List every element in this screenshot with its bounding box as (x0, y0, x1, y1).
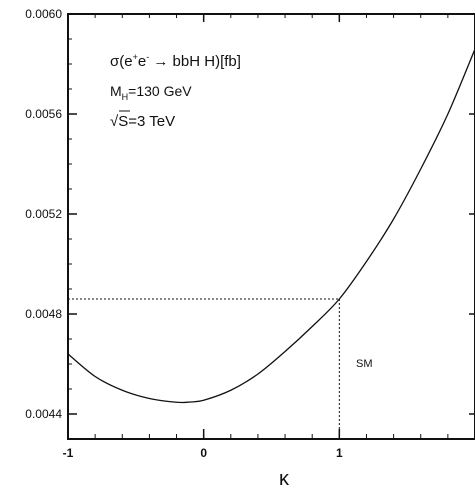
process-annotation: σ(e+e- → bbH H)[fb] (110, 52, 241, 70)
series-line (67, 48, 475, 404)
mass-annotation: MH=130 GeV (110, 83, 192, 102)
plot-frame (67, 13, 475, 440)
sm-label: SM (356, 358, 373, 370)
x-axis: -1 0 1 (63, 14, 475, 460)
x-axis-label: κ (279, 468, 290, 490)
y-axis: 0.0044 0.0048 0.0052 0.0056 0.0060 (25, 7, 475, 440)
y-tick-label: 0.0044 (25, 407, 62, 421)
x-tick-label: 0 (200, 446, 207, 460)
x-tick-label: -1 (63, 446, 74, 460)
reference-lines (68, 298, 340, 439)
x-tick-label: 1 (336, 446, 343, 460)
y-tick-label: 0.0052 (25, 207, 62, 221)
y-tick-label: 0.0048 (25, 307, 62, 321)
energy-annotation: √S=3 TeV (110, 113, 175, 130)
y-tick-label: 0.0056 (25, 107, 62, 121)
y-tick-label: 0.0060 (25, 7, 62, 21)
